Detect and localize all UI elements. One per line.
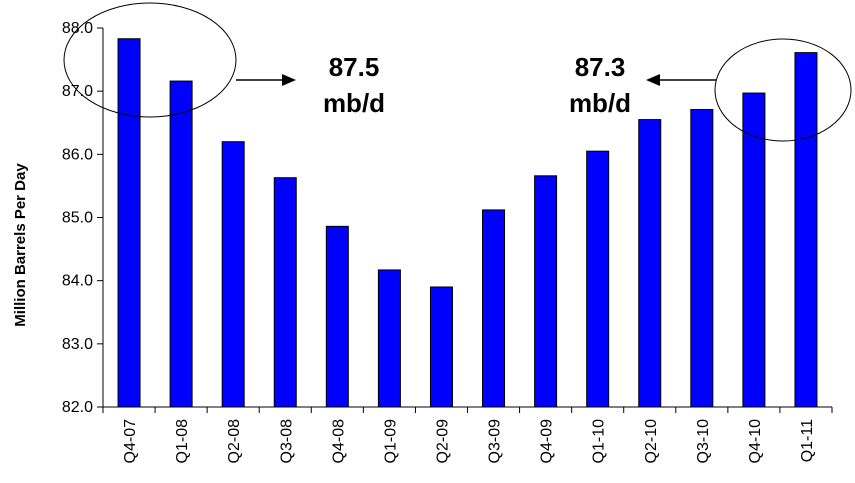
bar-Q2-09 — [429, 286, 453, 408]
y-tick-label: 83.0 — [62, 336, 93, 353]
bar-Q3-10 — [690, 108, 714, 408]
arrow-head-left — [646, 74, 660, 86]
bar-Q1-08 — [169, 80, 193, 408]
bar-Q4-10 — [742, 92, 766, 408]
x-tick-label: Q2-09 — [434, 419, 451, 464]
x-tick-label: Q4-08 — [330, 419, 347, 464]
x-tick-label: Q3-09 — [487, 419, 504, 464]
x-tick-label: Q2-08 — [226, 419, 243, 464]
bar-Q2-10 — [638, 119, 662, 408]
y-tick-label: 87.0 — [62, 83, 93, 100]
bar-Q1-10 — [586, 150, 610, 408]
y-tick-label: 84.0 — [62, 273, 93, 290]
bar-Q4-08 — [325, 225, 349, 408]
bar-Q4-07 — [117, 38, 141, 408]
highlight-ellipse-right — [714, 38, 852, 142]
bar-Q1-11 — [794, 52, 818, 408]
bar-Q3-09 — [482, 209, 506, 408]
x-tick-label: Q4-07 — [122, 419, 139, 464]
y-tick-label: 82.0 — [62, 399, 93, 416]
y-tick-label: 86.0 — [62, 146, 93, 163]
bar-Q4-09 — [534, 175, 558, 408]
y-axis-ticks: 82.0 83.0 84.0 85.0 86.0 87.0 88.0 — [62, 20, 103, 416]
bars — [117, 38, 818, 408]
annotation-right-value: 87.3 — [575, 52, 626, 82]
x-tick-label: Q4-09 — [539, 419, 556, 464]
x-tick-label: Q1-08 — [174, 419, 191, 464]
y-tick-label: 85.0 — [62, 210, 93, 227]
y-tick-label: 88.0 — [62, 20, 93, 37]
x-tick-label: Q2-10 — [643, 419, 660, 464]
x-tick-label: Q1-10 — [591, 419, 608, 464]
x-tick-label: Q3-10 — [695, 419, 712, 464]
x-tick-label: Q3-08 — [278, 419, 295, 464]
x-tick-label: Q1-09 — [382, 419, 399, 464]
x-tick-label: Q1-11 — [799, 419, 816, 462]
x-axis-ticks: Q4-07 Q1-08 Q2-08 Q3-08 Q4-08 Q1-09 Q2-09 Q3-09… — [102, 407, 833, 464]
bar-Q2-08 — [221, 141, 245, 408]
y-axis-title: Million Barrels Per Day — [12, 163, 29, 327]
bar-Q3-08 — [273, 177, 297, 408]
annotation-left-value: 87.5 — [329, 52, 380, 82]
annotation-right-unit: mb/d — [569, 88, 631, 118]
annotation-left-unit: mb/d — [323, 88, 385, 118]
bar-Q1-09 — [377, 269, 401, 408]
arrow-head-right — [282, 74, 296, 86]
x-tick-label: Q4-10 — [747, 419, 764, 464]
highlight-ellipse-left — [63, 2, 237, 118]
